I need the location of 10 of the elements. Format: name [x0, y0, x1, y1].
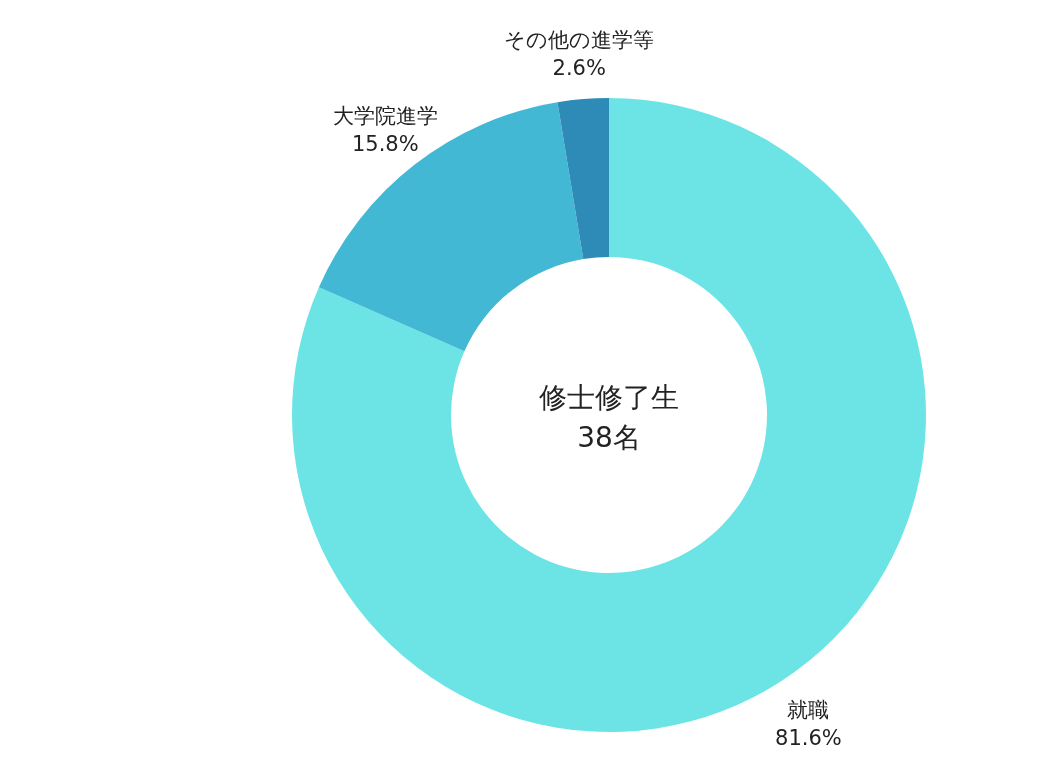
slice-label: 大学院進学	[332, 103, 438, 128]
text: 38名	[577, 421, 641, 454]
data-label: 2.6%	[552, 56, 606, 81]
donut-slice	[557, 98, 609, 260]
data-label: 81.6%	[775, 725, 842, 750]
slice-label: その他の進学等	[504, 28, 655, 53]
slice-label: 就職	[787, 697, 830, 722]
text: 修士修了生	[539, 381, 679, 414]
donut-slice	[318, 102, 584, 352]
data-label: 15.8%	[351, 131, 419, 156]
